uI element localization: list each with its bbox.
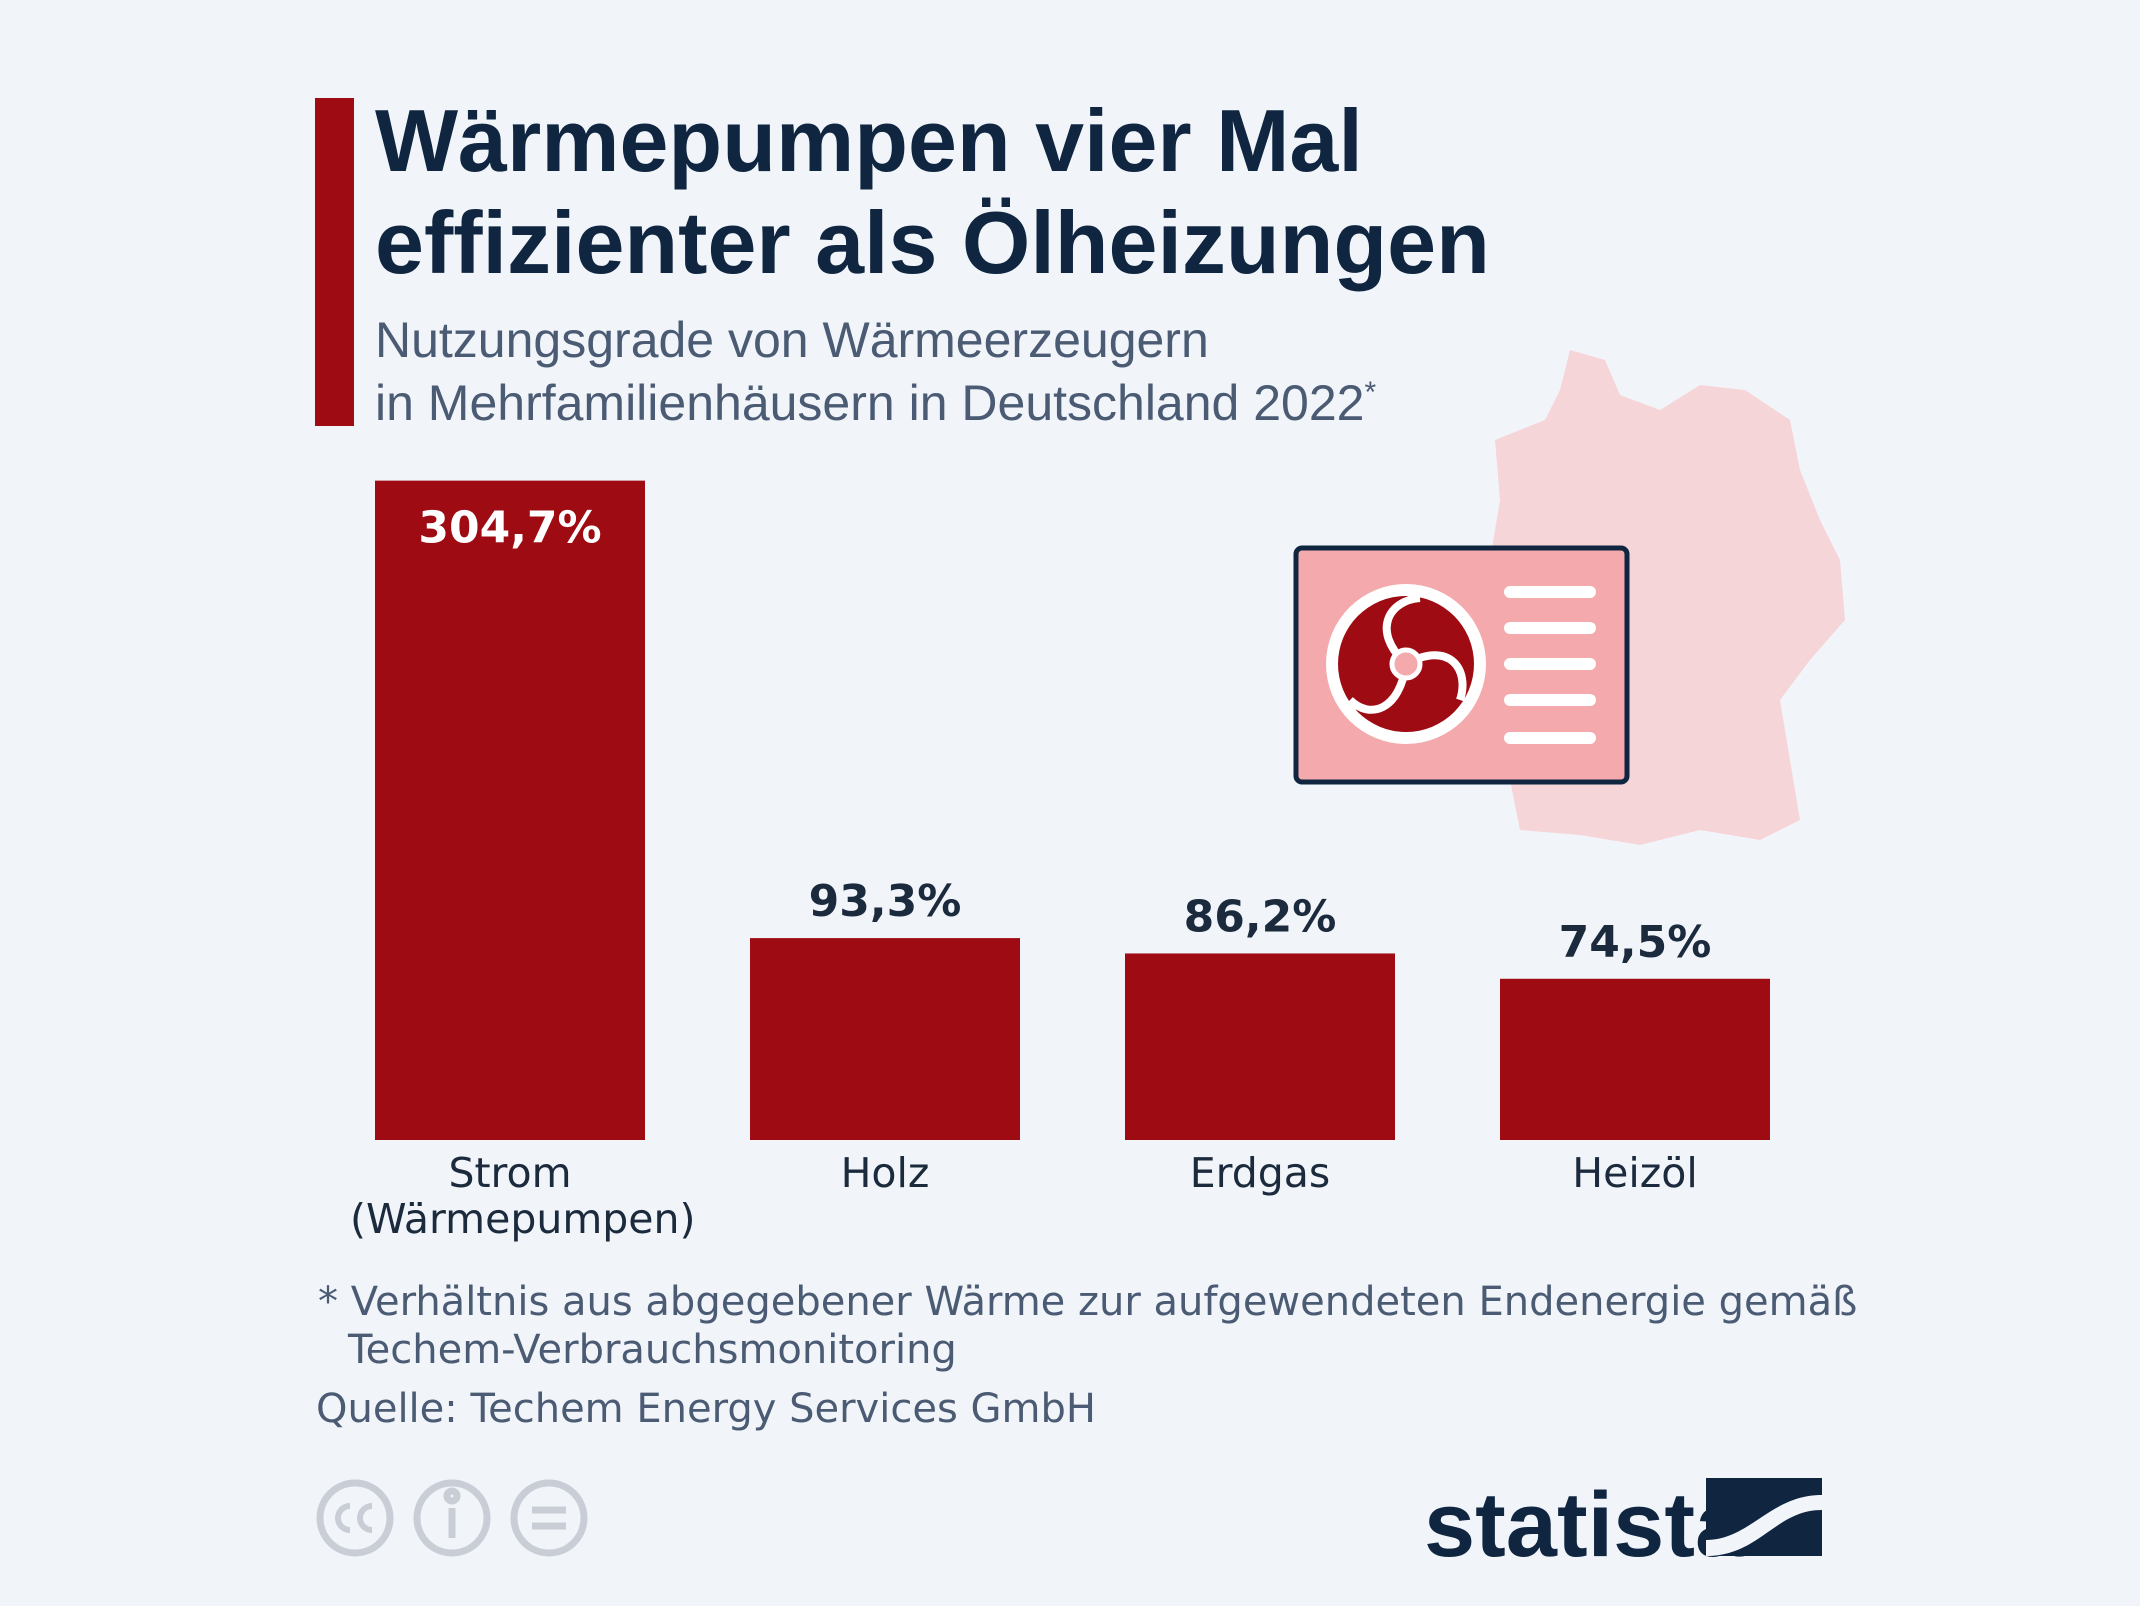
bar (375, 480, 645, 1140)
value-label: 304,7% (418, 503, 601, 554)
logo: statista (1424, 1474, 1747, 1576)
bar (1500, 978, 1770, 1140)
fan-hub (1389, 647, 1423, 681)
vent-lines (1504, 586, 1596, 744)
x-tick-label: Erdgas (1189, 1149, 1331, 1197)
value-label: 74,5% (1559, 917, 1712, 968)
chart-subtitle: in Mehrfamilienhäusern in Deutschland 20… (375, 375, 1376, 431)
footnote: Techem-Verbrauchsmonitoring (347, 1327, 957, 1373)
bar (750, 938, 1020, 1140)
chart-subtitle: Nutzungsgrade von Wärmeerzeugern (375, 312, 1209, 368)
value-label: 93,3% (809, 876, 962, 927)
x-tick-label: Heizöl (1572, 1149, 1698, 1197)
source: Quelle: Techem Energy Services GmbH (316, 1386, 1096, 1432)
value-label: 86,2% (1184, 891, 1337, 942)
x-tick-label: Holz (840, 1149, 930, 1197)
bar (1125, 953, 1395, 1140)
subtitle-marker: * (1364, 376, 1376, 409)
footnote: * Verhältnis aus abgegebener Wärme zur a… (318, 1279, 1857, 1325)
license-icons (316, 1479, 588, 1557)
chart-title: Wärmepumpen vier Mal (375, 91, 1363, 190)
subtitle-text: in Mehrfamilienhäusern in Deutschland 20… (375, 375, 1364, 431)
logo-wave (1706, 1495, 1822, 1556)
accent-bar (315, 98, 354, 426)
chart-title: effizienter als Ölheizungen (375, 193, 1490, 292)
x-tick-label: Strom (Wärmepumpen) (350, 1149, 696, 1243)
